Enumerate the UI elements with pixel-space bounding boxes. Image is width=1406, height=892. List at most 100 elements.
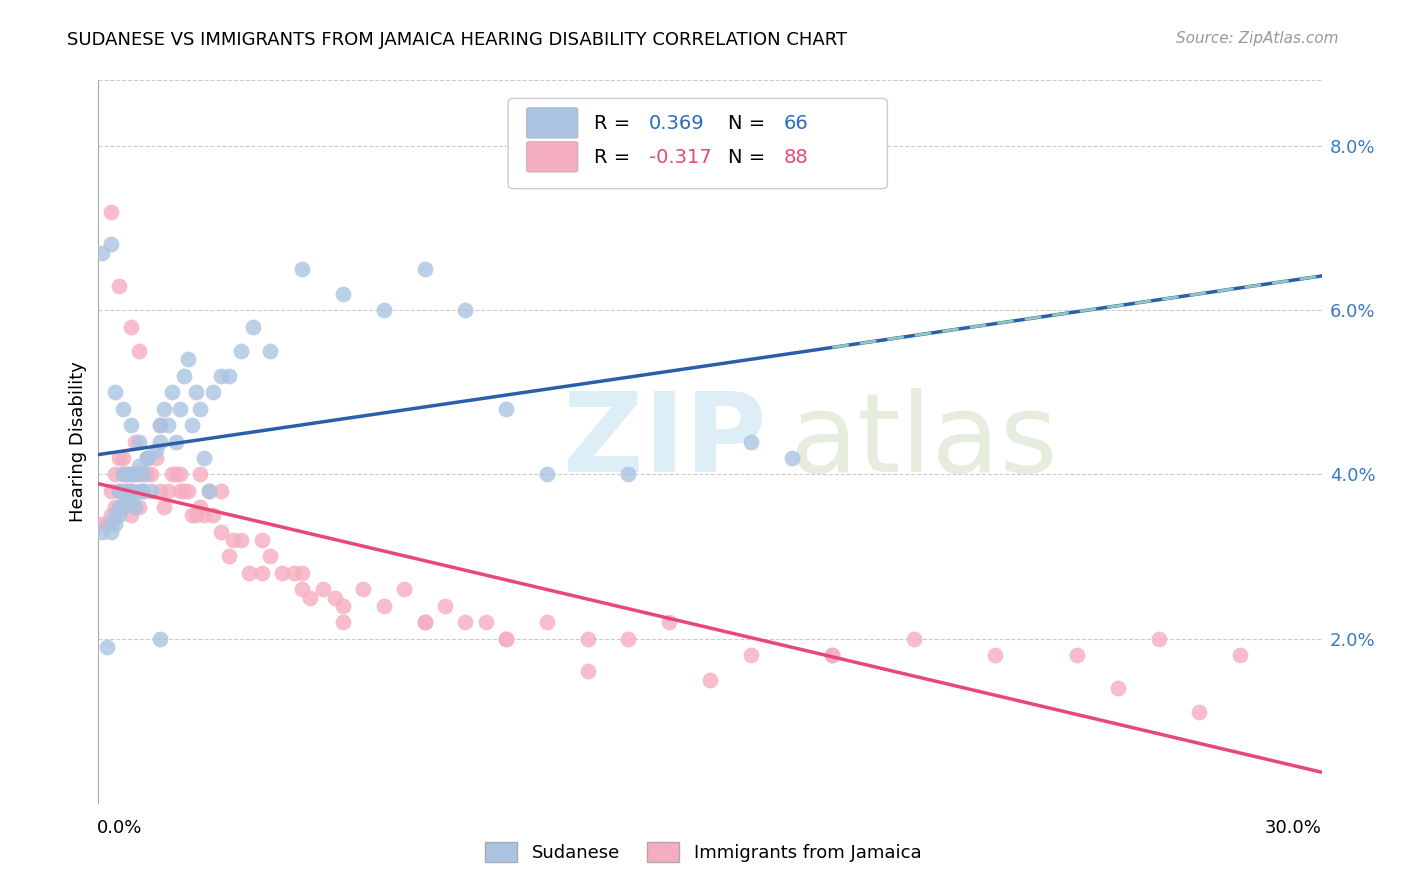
Point [658, 615, 681, 630]
Point [104, 385, 127, 400]
Point [145, 450, 167, 465]
Point [173, 368, 195, 383]
Point [231, 344, 253, 359]
FancyBboxPatch shape [508, 98, 887, 189]
Point [169, 401, 191, 416]
Point [115, 467, 138, 482]
Point [259, 549, 281, 564]
Point [91, 524, 114, 539]
Point [291, 582, 314, 597]
Point [124, 500, 146, 515]
Text: ZIP: ZIP [564, 388, 766, 495]
Point [100, 524, 122, 539]
Point [132, 467, 155, 482]
Point [128, 467, 150, 482]
Point [740, 648, 762, 662]
Point [136, 467, 159, 482]
Point [1188, 706, 1211, 720]
Point [821, 648, 844, 662]
Point [193, 508, 215, 523]
Text: N =: N = [728, 148, 772, 167]
Point [238, 566, 260, 580]
Point [201, 508, 224, 523]
Point [115, 483, 138, 498]
Point [104, 467, 127, 482]
Point [108, 278, 131, 293]
Point [111, 483, 134, 498]
Point [323, 591, 346, 605]
Point [136, 450, 159, 465]
Text: R =: R = [593, 114, 637, 133]
Point [111, 467, 134, 482]
Point [270, 566, 294, 580]
Point [291, 566, 314, 580]
Point [413, 262, 436, 277]
Point [124, 434, 146, 449]
Point [111, 500, 134, 515]
Point [165, 434, 187, 449]
Point [1147, 632, 1170, 646]
Point [332, 599, 354, 613]
Point [141, 483, 163, 498]
Point [100, 516, 122, 531]
Point [576, 632, 599, 646]
Text: -0.317: -0.317 [648, 148, 711, 167]
Text: 0.369: 0.369 [648, 114, 704, 133]
Point [193, 450, 215, 465]
Y-axis label: Hearing Disability: Hearing Disability [69, 361, 87, 522]
Point [160, 385, 183, 400]
Point [218, 549, 240, 564]
Point [188, 467, 212, 482]
Text: 66: 66 [783, 114, 808, 133]
Point [165, 467, 187, 482]
Point [120, 491, 142, 506]
Point [1107, 681, 1129, 695]
Point [149, 434, 172, 449]
Point [188, 500, 212, 515]
Point [903, 632, 925, 646]
Point [132, 483, 155, 498]
Point [299, 591, 322, 605]
Point [104, 508, 127, 523]
Point [740, 434, 762, 449]
Point [100, 237, 122, 252]
Point [141, 467, 163, 482]
Point [242, 319, 264, 334]
Point [173, 483, 195, 498]
Point [111, 450, 134, 465]
Text: 88: 88 [783, 148, 808, 167]
Point [352, 582, 374, 597]
Point [197, 483, 219, 498]
Point [91, 516, 114, 531]
Point [108, 483, 131, 498]
Text: SUDANESE VS IMMIGRANTS FROM JAMAICA HEARING DISABILITY CORRELATION CHART: SUDANESE VS IMMIGRANTS FROM JAMAICA HEAR… [67, 31, 848, 49]
Point [120, 483, 142, 498]
Point [120, 319, 142, 334]
Point [197, 483, 219, 498]
Point [104, 516, 127, 531]
FancyBboxPatch shape [527, 108, 578, 138]
Point [108, 508, 131, 523]
Point [169, 483, 191, 498]
Point [413, 615, 436, 630]
Point [152, 401, 174, 416]
Point [392, 582, 416, 597]
Point [120, 483, 142, 498]
Point [186, 508, 208, 523]
Point [332, 286, 354, 301]
Point [96, 640, 118, 654]
Point [149, 418, 172, 433]
Point [115, 491, 138, 506]
Point [259, 344, 281, 359]
Point [136, 450, 159, 465]
Point [218, 368, 240, 383]
Point [495, 632, 517, 646]
Point [108, 483, 131, 498]
Point [181, 418, 204, 433]
Point [128, 459, 150, 474]
Point [984, 648, 1007, 662]
Point [474, 615, 498, 630]
Point [124, 467, 146, 482]
Point [124, 467, 146, 482]
Point [128, 500, 150, 515]
